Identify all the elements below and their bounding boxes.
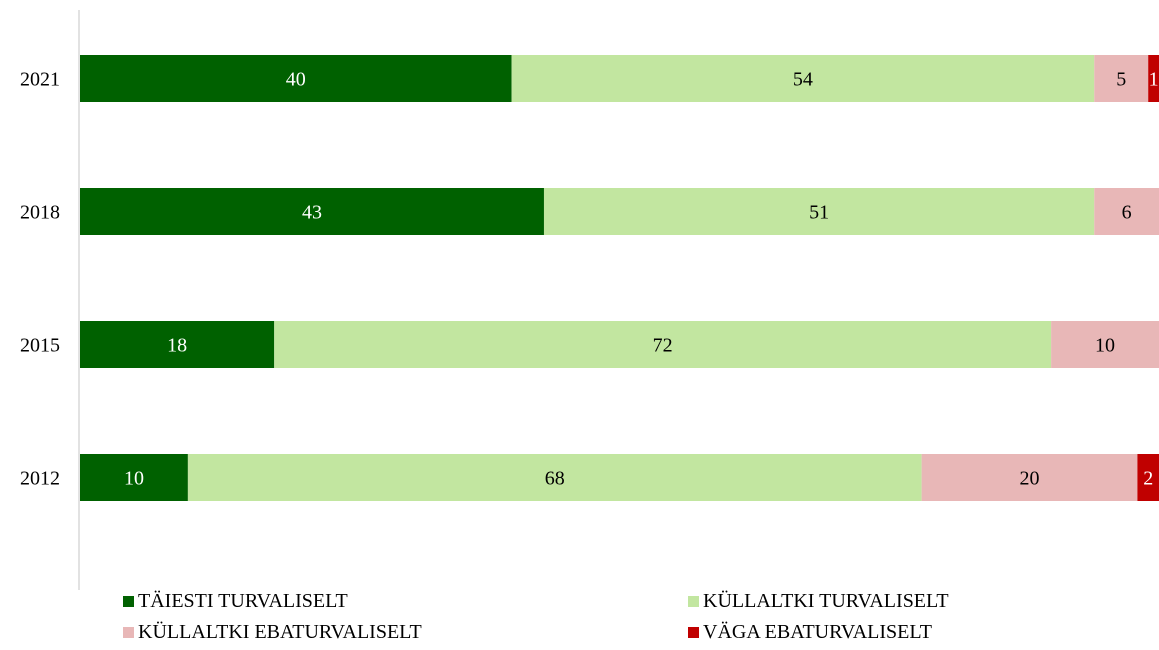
bar-segment-2018-s0 (80, 188, 544, 235)
data-label-2012-s2: 20 (1020, 468, 1040, 490)
bar-segment-2021-s1 (511, 55, 1095, 102)
legend-label: TÄIESTI TURVALISELT (138, 590, 348, 612)
legend-label: KÜLLALTKI TURVALISELT (703, 590, 949, 612)
bar-segment-2021-s3 (1148, 55, 1159, 102)
data-label-2012-s0: 10 (124, 468, 144, 490)
legend-item-0: TÄIESTI TURVALISELT (123, 590, 348, 613)
legend: TÄIESTI TURVALISELT KÜLLALTKI TURVALISELT… (0, 590, 1159, 650)
data-label-2021-s3: 1 (1149, 69, 1159, 91)
data-label-2018-s0: 43 (302, 202, 322, 224)
legend-item-3: VÄGA EBATURVALISELT (688, 621, 932, 644)
category-label-2021: 2021 (20, 69, 60, 91)
data-label-2012-s1: 68 (545, 468, 565, 490)
data-label-2021-s1: 54 (793, 69, 813, 91)
data-label-2015-s0: 18 (167, 335, 187, 357)
legend-label: VÄGA EBATURVALISELT (703, 621, 932, 643)
bar-segment-2015-s0 (80, 321, 275, 368)
bar-segment-2012-s2 (921, 454, 1138, 501)
bar-segment-2018-s1 (543, 188, 1095, 235)
bar-segment-2021-s2 (1094, 55, 1149, 102)
bar-segment-2012-s1 (187, 454, 922, 501)
bar-segment-2018-s2 (1094, 188, 1159, 235)
bar-segment-2021-s0 (80, 55, 512, 102)
data-label-2018-s1: 51 (809, 202, 829, 224)
category-label-2018: 2018 (20, 202, 60, 224)
bar-segment-2012-s3 (1137, 454, 1159, 501)
data-label-2021-s2: 5 (1116, 69, 1126, 91)
legend-swatch (123, 627, 134, 638)
legend-item-2: KÜLLALTKI EBATURVALISELT (123, 621, 422, 644)
bar-segment-2015-s1 (274, 321, 1052, 368)
data-label-2015-s2: 10 (1095, 335, 1115, 357)
bar-segment-2012-s0 (80, 454, 188, 501)
legend-item-1: KÜLLALTKI TURVALISELT (688, 590, 949, 613)
data-label-2012-s3: 2 (1143, 468, 1153, 490)
legend-label: KÜLLALTKI EBATURVALISELT (138, 621, 422, 643)
category-label-2012: 2012 (20, 468, 60, 490)
data-label-2018-s2: 6 (1122, 202, 1132, 224)
data-label-2015-s1: 72 (653, 335, 673, 357)
data-label-2021-s0: 40 (286, 69, 306, 91)
legend-swatch (123, 596, 134, 607)
legend-swatch (688, 596, 699, 607)
legend-swatch (688, 627, 699, 638)
category-label-2015: 2015 (20, 335, 60, 357)
bar-segment-2015-s2 (1051, 321, 1159, 368)
